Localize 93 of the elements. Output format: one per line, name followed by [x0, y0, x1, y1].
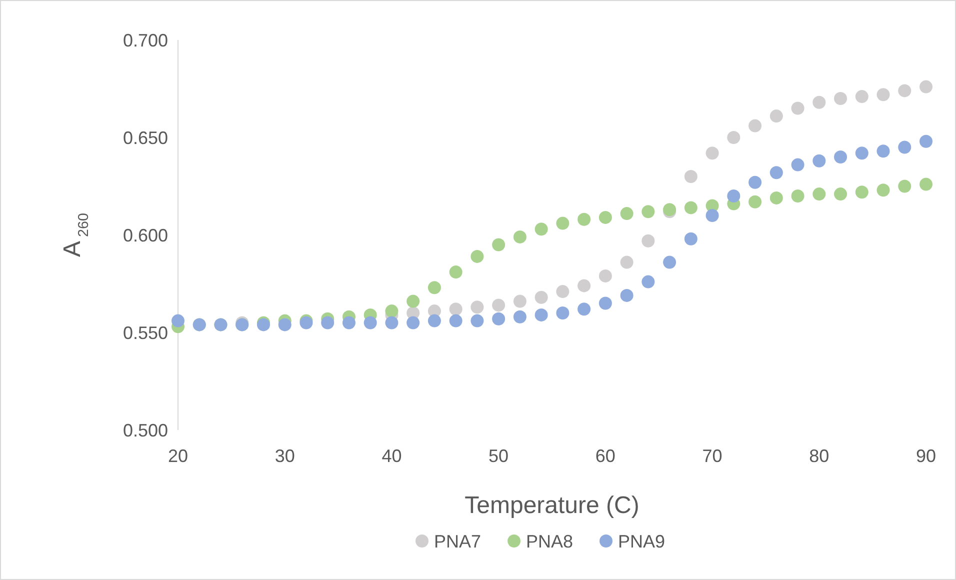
point	[898, 180, 912, 193]
x-tick-label: 60	[595, 446, 616, 466]
point	[172, 314, 184, 328]
point	[876, 88, 890, 102]
point	[321, 316, 334, 330]
point	[406, 294, 420, 308]
x-tick-label: 20	[168, 446, 188, 466]
point	[513, 230, 526, 244]
point	[748, 119, 762, 132]
point	[428, 314, 441, 328]
legend-label: PNA7	[434, 531, 482, 552]
y-tick-label: 0.650	[122, 128, 168, 148]
point	[513, 310, 526, 324]
point	[748, 195, 762, 208]
point	[684, 232, 698, 246]
legend-label: PNA9	[618, 531, 666, 552]
y-tick-label: 0.600	[122, 225, 168, 246]
point	[855, 90, 868, 104]
point	[642, 234, 655, 248]
point	[727, 190, 740, 202]
point	[620, 207, 634, 220]
x-tick-label: 80	[809, 446, 830, 466]
point	[492, 312, 506, 326]
point	[598, 210, 612, 224]
point	[706, 209, 719, 222]
point	[642, 205, 655, 218]
point	[920, 178, 932, 191]
x-axis-title: Temperature (C)	[464, 492, 640, 519]
point	[663, 256, 676, 269]
point	[812, 96, 826, 109]
point	[385, 316, 398, 330]
point	[791, 190, 804, 202]
point	[342, 316, 356, 330]
y-tick-label: 0.500	[122, 420, 168, 440]
point	[449, 302, 462, 316]
point	[770, 110, 783, 123]
x-tick-label: 70	[702, 446, 722, 466]
x-tick-label: 40	[382, 446, 402, 466]
x-tick-label: 50	[488, 446, 509, 466]
y-tick-label: 0.550	[122, 322, 168, 343]
point	[534, 308, 548, 322]
point	[834, 188, 848, 201]
point	[364, 316, 377, 330]
point	[876, 184, 890, 197]
x-tick-label: 90	[916, 446, 936, 466]
point	[385, 304, 398, 318]
point	[620, 288, 634, 302]
point	[898, 84, 912, 98]
point	[834, 150, 848, 164]
y-tick-label: 0.700	[122, 30, 168, 50]
point	[748, 176, 762, 189]
point	[770, 166, 783, 180]
point	[449, 266, 462, 279]
point	[876, 144, 890, 158]
point	[642, 275, 655, 288]
point	[534, 222, 548, 236]
point	[812, 154, 826, 168]
point	[812, 188, 826, 201]
legend-label: PNA8	[526, 531, 574, 552]
point	[556, 306, 570, 320]
point	[470, 314, 484, 328]
point	[791, 102, 804, 115]
point	[770, 191, 783, 204]
point	[578, 212, 591, 226]
point	[855, 186, 868, 199]
point	[684, 170, 698, 183]
point	[470, 250, 484, 263]
point	[513, 294, 526, 308]
point	[598, 296, 612, 310]
point	[578, 302, 591, 316]
point	[834, 92, 848, 105]
point	[578, 279, 591, 292]
point	[620, 256, 634, 269]
point	[727, 131, 740, 144]
point	[920, 134, 932, 148]
point	[684, 201, 698, 214]
point	[428, 281, 441, 294]
point	[898, 140, 912, 154]
point	[556, 216, 570, 230]
point	[534, 290, 548, 304]
point	[278, 318, 292, 332]
point	[598, 269, 612, 282]
point	[920, 80, 932, 94]
point	[791, 158, 804, 172]
point	[556, 285, 570, 298]
point	[855, 146, 868, 160]
point	[406, 316, 420, 330]
point	[470, 300, 484, 314]
point	[706, 146, 719, 160]
point	[449, 314, 462, 328]
point	[492, 238, 506, 252]
x-tick-label: 30	[274, 446, 295, 466]
point	[492, 298, 506, 312]
